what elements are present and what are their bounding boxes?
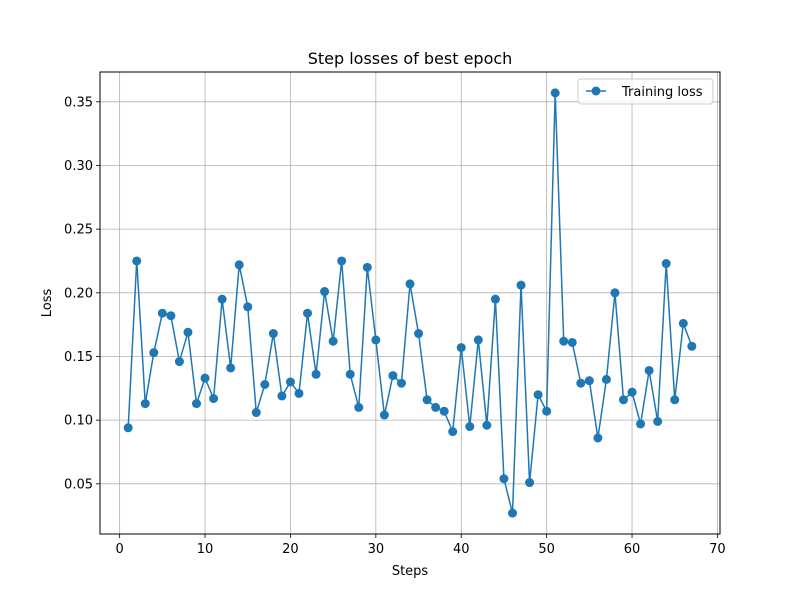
data-point [533, 390, 543, 400]
x-tick-label: 0 [116, 542, 124, 557]
legend-marker [591, 86, 601, 96]
data-point [303, 308, 313, 318]
data-point [277, 391, 287, 401]
data-point [678, 318, 688, 328]
y-tick-label: 0.35 [64, 95, 93, 110]
data-point [217, 294, 227, 304]
y-axis-label: Loss [40, 289, 55, 318]
data-point [550, 88, 560, 98]
data-point [610, 288, 620, 298]
data-point [516, 280, 526, 290]
data-point [157, 308, 167, 318]
data-point [226, 363, 236, 373]
data-point [644, 365, 654, 375]
data-point [285, 377, 295, 387]
data-point [354, 402, 364, 412]
data-point [439, 406, 449, 416]
data-point [311, 369, 321, 379]
data-point [576, 378, 586, 388]
data-point [149, 348, 159, 358]
data-point [499, 474, 509, 484]
data-point [405, 279, 415, 289]
data-point [371, 335, 381, 345]
data-point [166, 311, 176, 321]
y-tick-label: 0.25 [64, 223, 93, 238]
data-point [140, 399, 150, 409]
data-point [396, 378, 406, 388]
x-tick-label: 30 [368, 542, 385, 557]
data-point [653, 416, 663, 426]
y-tick-label: 0.30 [64, 159, 93, 174]
series-layer [123, 88, 697, 518]
data-point [456, 343, 466, 353]
legend-label-training-loss: Training loss [621, 85, 703, 100]
data-point [132, 256, 142, 266]
data-point [661, 259, 671, 269]
x-tick-label: 10 [197, 542, 214, 557]
y-axis: 0.05 0.10 0.15 0.20 0.25 0.30 0.35 [64, 95, 100, 492]
data-point [507, 508, 517, 518]
data-point [123, 423, 133, 433]
data-point [320, 287, 330, 297]
data-point [337, 256, 347, 266]
data-point [234, 260, 244, 270]
data-point [379, 410, 389, 420]
x-tick-label: 70 [709, 542, 726, 557]
y-tick-label: 0.10 [64, 414, 93, 429]
x-tick-label: 20 [282, 542, 299, 557]
x-tick-label: 40 [453, 542, 470, 557]
data-point [525, 478, 535, 488]
legend: Training loss [577, 78, 714, 105]
data-point [593, 433, 603, 443]
data-point [670, 395, 680, 405]
x-tick-label: 50 [538, 542, 555, 557]
data-point [243, 302, 253, 312]
x-axis: 0 10 20 30 40 50 60 70 [116, 534, 726, 557]
data-point [627, 387, 637, 397]
data-point [584, 376, 594, 386]
data-point [345, 369, 355, 379]
data-point [209, 394, 219, 404]
data-point [448, 427, 458, 437]
data-point [260, 380, 270, 389]
legend-box [577, 78, 714, 105]
data-point [559, 336, 569, 346]
y-tick-label: 0.05 [64, 477, 93, 492]
data-point [490, 294, 500, 304]
data-point [192, 399, 201, 409]
data-point [294, 388, 304, 398]
data-point [251, 408, 261, 418]
y-tick-label: 0.15 [64, 350, 93, 365]
data-point [183, 327, 193, 337]
data-point [601, 374, 611, 384]
data-point [431, 402, 441, 412]
data-point [328, 336, 338, 346]
data-point [567, 337, 577, 347]
data-point [636, 419, 646, 429]
data-point [619, 395, 628, 405]
grid [100, 72, 720, 534]
data-point [542, 406, 552, 416]
x-tick-label: 60 [624, 542, 641, 557]
data-point [268, 329, 278, 339]
data-point [200, 373, 210, 383]
data-point [422, 395, 432, 405]
data-point [687, 341, 697, 351]
data-point [388, 371, 398, 381]
data-point [362, 262, 372, 272]
data-point [414, 329, 424, 339]
data-point [465, 422, 475, 432]
y-tick-label: 0.20 [64, 286, 93, 301]
data-point [473, 335, 483, 345]
data-point [174, 357, 184, 367]
chart-title: Step losses of best epoch [308, 49, 513, 68]
x-axis-label: Steps [392, 564, 429, 579]
data-point [482, 420, 492, 430]
plot-area-frame [99, 71, 721, 535]
